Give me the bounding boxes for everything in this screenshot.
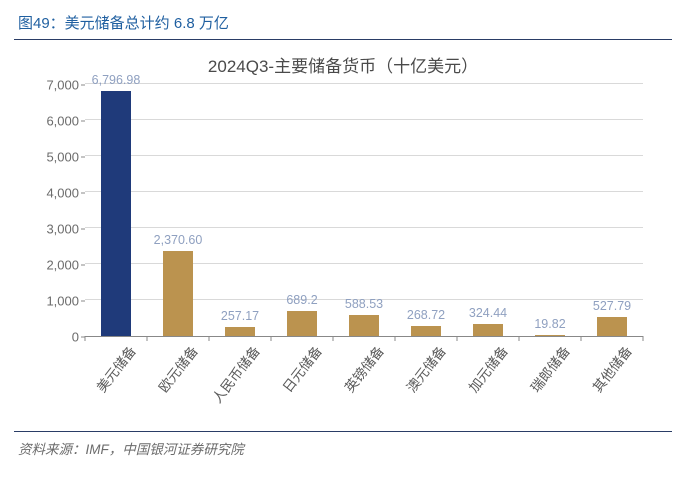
plot: 6,796.982,370.60257.17689.2588.53268.723… bbox=[23, 79, 663, 429]
bar-value-label: 588.53 bbox=[334, 297, 394, 311]
chart-region: 2024Q3-主要储备货币（十亿美元） 6,796.982,370.60257.… bbox=[14, 42, 672, 429]
y-tick-mark bbox=[81, 301, 85, 302]
bar-value-label: 19.82 bbox=[520, 317, 580, 331]
bar-value-label: 2,370.60 bbox=[148, 233, 208, 247]
plot-area: 6,796.982,370.60257.17689.2588.53268.723… bbox=[85, 85, 643, 337]
y-tick-mark bbox=[81, 229, 85, 230]
y-tick-label: 6,000 bbox=[23, 114, 79, 129]
bar bbox=[163, 251, 193, 336]
y-tick-label: 7,000 bbox=[23, 78, 79, 93]
y-tick-label: 5,000 bbox=[23, 150, 79, 165]
x-tick-mark bbox=[457, 336, 458, 341]
y-tick-label: 4,000 bbox=[23, 186, 79, 201]
figure-caption: 图49：美元储备总计约 6.8 万亿 bbox=[14, 8, 672, 40]
x-tick-mark bbox=[581, 336, 582, 341]
y-tick-mark bbox=[81, 121, 85, 122]
x-tick-mark bbox=[271, 336, 272, 341]
bar bbox=[349, 315, 379, 336]
grid-line bbox=[85, 119, 643, 120]
y-tick-mark bbox=[81, 265, 85, 266]
x-tick-mark bbox=[643, 336, 644, 341]
grid-line bbox=[85, 155, 643, 156]
x-tick-mark bbox=[519, 336, 520, 341]
grid-line bbox=[85, 83, 643, 84]
bar-value-label: 689.2 bbox=[272, 293, 332, 307]
bar-value-label: 6,796.98 bbox=[86, 73, 146, 87]
y-tick-label: 0 bbox=[23, 330, 79, 345]
bar-value-label: 257.17 bbox=[210, 309, 270, 323]
y-tick-mark bbox=[81, 193, 85, 194]
bar bbox=[101, 91, 131, 336]
bar-value-label: 268.72 bbox=[396, 308, 456, 322]
x-tick-mark bbox=[147, 336, 148, 341]
bar bbox=[411, 326, 441, 336]
grid-line bbox=[85, 191, 643, 192]
y-tick-label: 3,000 bbox=[23, 222, 79, 237]
y-tick-label: 1,000 bbox=[23, 294, 79, 309]
y-tick-mark bbox=[81, 337, 85, 338]
y-tick-mark bbox=[81, 85, 85, 86]
bar bbox=[597, 317, 627, 336]
y-tick-label: 2,000 bbox=[23, 258, 79, 273]
figure-source: 资料来源：IMF，中国银河证券研究院 bbox=[14, 431, 672, 458]
y-tick-mark bbox=[81, 157, 85, 158]
bar bbox=[287, 311, 317, 336]
x-tick-mark bbox=[333, 336, 334, 341]
x-tick-mark bbox=[209, 336, 210, 341]
bar bbox=[535, 335, 565, 336]
bar-value-label: 324.44 bbox=[458, 306, 518, 320]
bar-value-label: 527.79 bbox=[582, 299, 642, 313]
bar bbox=[225, 327, 255, 336]
x-tick-mark bbox=[395, 336, 396, 341]
bar bbox=[473, 324, 503, 336]
figure-container: 图49：美元储备总计约 6.8 万亿 2024Q3-主要储备货币（十亿美元） 6… bbox=[0, 0, 686, 464]
grid-line bbox=[85, 227, 643, 228]
